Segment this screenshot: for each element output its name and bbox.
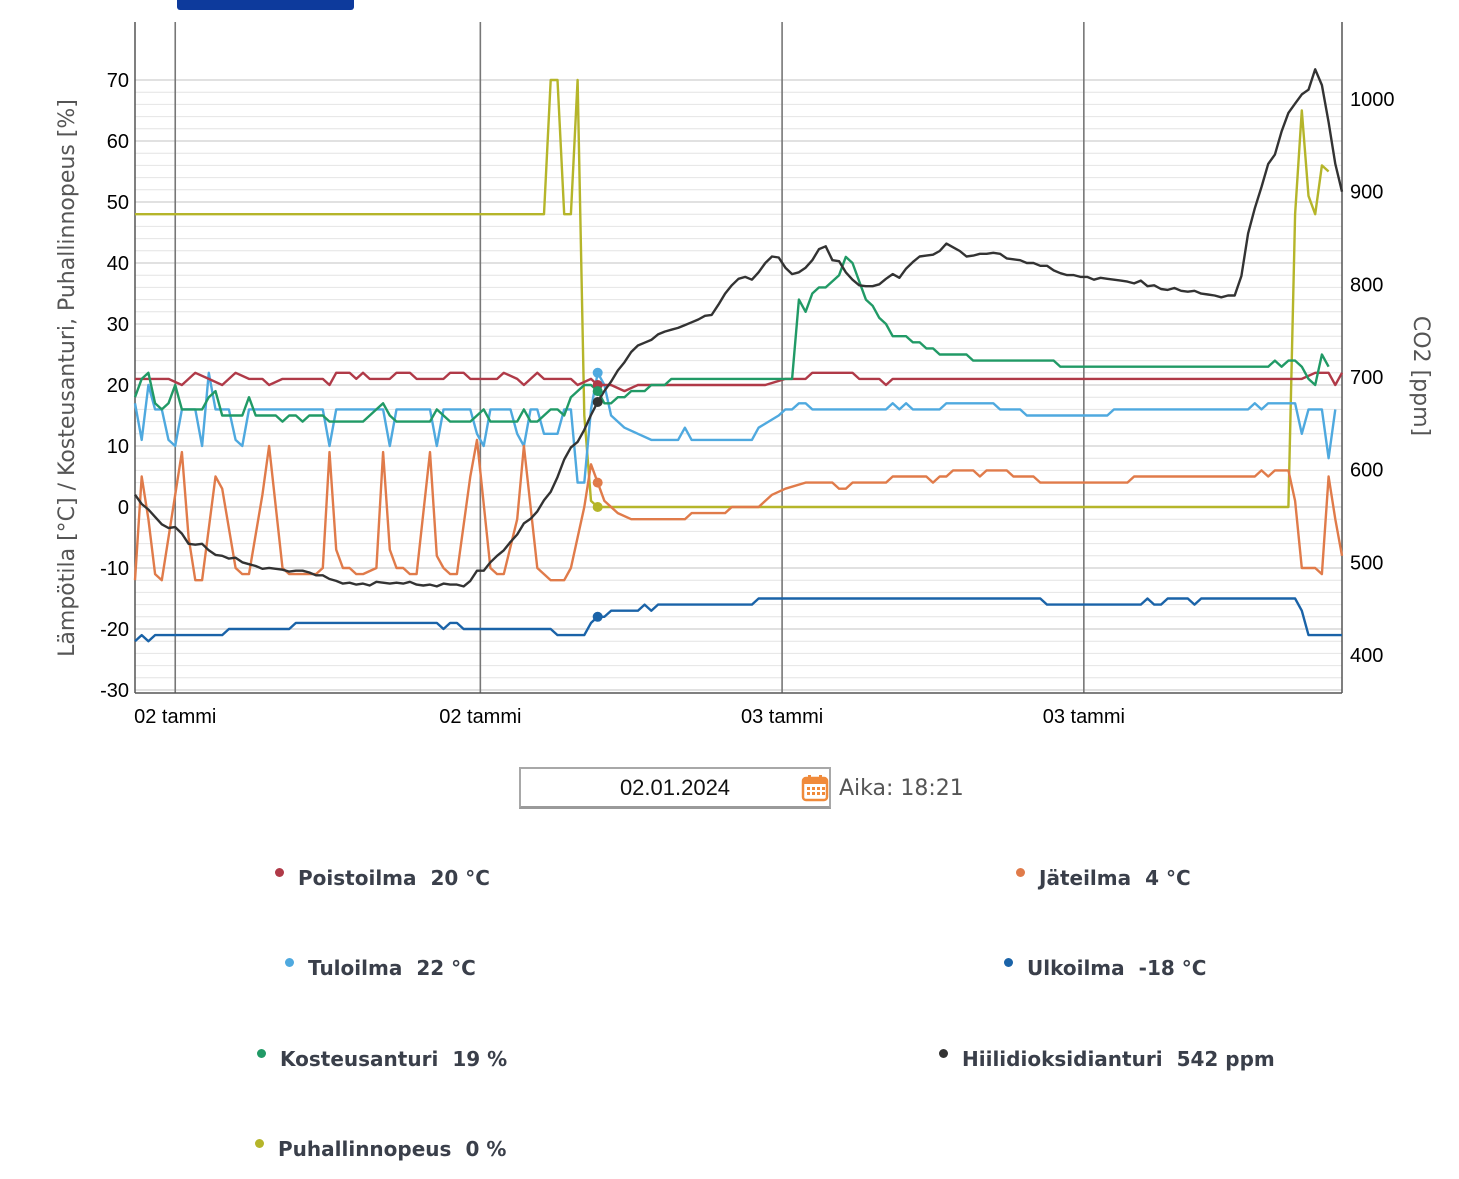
y-left-tick-label: -20	[100, 619, 129, 641]
series-line-jäteilma	[133, 438, 1344, 582]
series-line-hiilidioksidianturi	[134, 68, 1344, 588]
date-input[interactable]	[519, 767, 831, 809]
x-tick-label: 03 tammi	[741, 706, 823, 728]
legend-label: Ulkoilma	[1027, 956, 1125, 980]
cursor-markers	[592, 367, 603, 622]
x-tick-label: 03 tammi	[1043, 706, 1125, 728]
legend-dot-icon	[285, 957, 294, 967]
cursor-marker-jäteilma	[592, 477, 603, 488]
calendar-icon[interactable]	[801, 774, 829, 802]
y-left-tick-label: 60	[107, 131, 129, 153]
legend-value: 19 %	[452, 1047, 508, 1071]
y-left-tick-label: -10	[100, 558, 129, 580]
time-label: Aika: 18:21	[839, 775, 964, 801]
y-axis-right-title: CO2 [ppm]	[1408, 316, 1433, 436]
legend-value: 20 °C	[430, 866, 490, 890]
legend-dot-icon	[939, 1048, 948, 1058]
legend-label: Puhallinnopeus	[278, 1137, 452, 1161]
legend-label: Kosteusanturi	[280, 1047, 439, 1071]
legend-dot-icon	[257, 1048, 266, 1058]
legend-dot-icon	[1016, 867, 1025, 877]
legend-value: 22 °C	[416, 956, 476, 980]
y-left-tick-label: 20	[107, 375, 129, 397]
x-tick-label: 02 tammi	[439, 706, 521, 728]
legend-value: 0 %	[465, 1137, 507, 1161]
legend-label: Jäteilma	[1039, 866, 1132, 890]
legend-dot-icon	[275, 867, 284, 877]
y-left-tick-label: 0	[118, 497, 129, 519]
y-left-tick-label: 50	[107, 192, 129, 214]
series-line-ulkoilma	[134, 597, 1342, 643]
y-left-tick-label: 10	[107, 436, 129, 458]
legend-item-tuloilma[interactable]: Tuloilma 22 °C	[285, 956, 476, 980]
legend-item-jateilma[interactable]: Jäteilma 4 °C	[1016, 866, 1191, 890]
y-left-tick-label: 30	[107, 314, 129, 336]
legend-label: Poistoilma	[298, 866, 417, 890]
x-tick-label: 02 tammi	[134, 706, 216, 728]
legend-item-puhallinnopeus[interactable]: Puhallinnopeus 0 %	[255, 1137, 506, 1161]
legend-dot-icon	[1004, 957, 1013, 967]
y-right-tick-label: 600	[1350, 460, 1383, 482]
y-right-tick-label: 700	[1350, 367, 1383, 389]
legend-item-poistoilma[interactable]: Poistoilma 20 °C	[275, 866, 490, 890]
legend-label: Hiilidioksidianturi	[962, 1047, 1163, 1071]
legend-value: 542 ppm	[1176, 1047, 1275, 1071]
y-axis-left-title: Lämpötila [°C] / Kosteusanturi, Puhallin…	[55, 99, 80, 657]
legend-item-ulkoilma[interactable]: Ulkoilma -18 °C	[1004, 956, 1206, 980]
line-chart: 70 60 50 40 30 20 10 0 -10 -20 -30 1000 900 800 700 600…	[55, 22, 1433, 728]
y-left-tick-label: -30	[100, 680, 129, 702]
cursor-marker-puhallinnopeus	[592, 502, 603, 512]
y-right-tick-label: 500	[1350, 552, 1383, 574]
legend-dot-icon	[255, 1138, 264, 1148]
cursor-marker-hiilidioksidianturi	[592, 397, 603, 408]
y-right-tick-label: 800	[1350, 274, 1383, 296]
y-right-tick-label: 1000	[1350, 89, 1395, 111]
date-time-row: Aika: 18:21	[519, 765, 964, 811]
series-line-poistoilma	[135, 371, 1344, 393]
top-tab-indicator[interactable]	[177, 0, 354, 10]
y-right-tick-label: 900	[1350, 182, 1383, 204]
series-line-kosteusanturi	[133, 255, 1330, 423]
axes-layer: 70 60 50 40 30 20 10 0 -10 -20 -30 1000 900 800 700 600…	[100, 22, 1395, 728]
legend-value: -18 °C	[1138, 956, 1207, 980]
legend-value: 4 °C	[1145, 866, 1191, 890]
cursor-marker-kosteusanturi	[592, 386, 603, 397]
series-line-puhallinnopeus	[135, 78, 1330, 509]
series-line-tuloilma	[133, 371, 1337, 484]
cursor-marker-ulkoilma	[592, 611, 603, 622]
y-left-tick-label: 70	[107, 70, 129, 92]
y-left-tick-label: 40	[107, 253, 129, 275]
cursor-marker-tuloilma	[592, 367, 603, 378]
grid-layer	[135, 22, 1342, 693]
legend-item-hiilidioksidianturi[interactable]: Hiilidioksidianturi 542 ppm	[939, 1047, 1275, 1071]
legend-item-kosteusanturi[interactable]: Kosteusanturi 19 %	[257, 1047, 507, 1071]
y-right-tick-label: 400	[1350, 645, 1383, 667]
legend-label: Tuloilma	[308, 956, 403, 980]
